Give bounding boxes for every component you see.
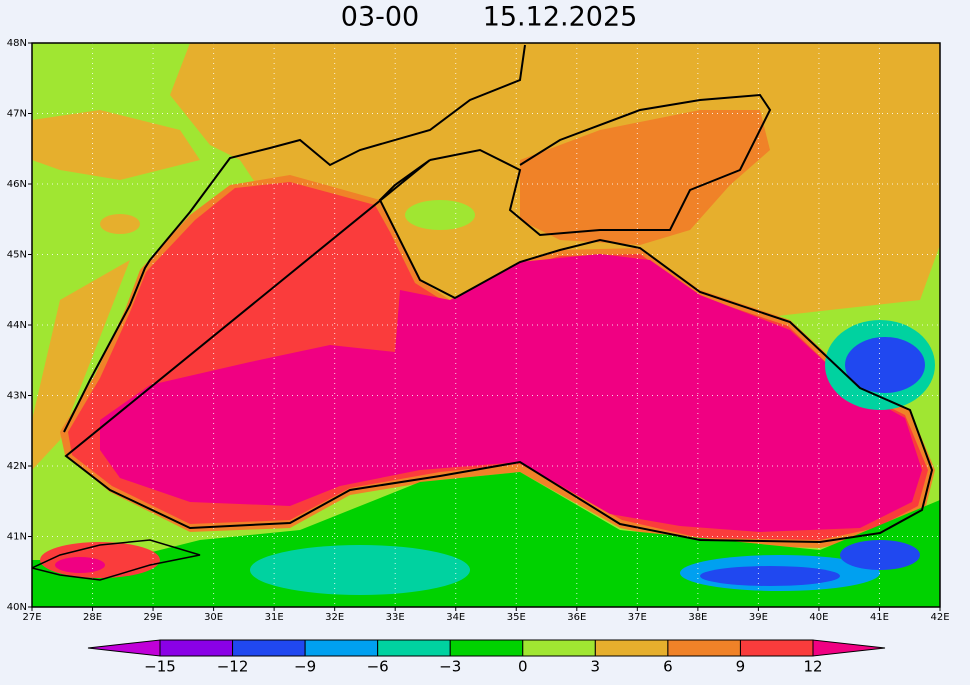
colorbar-box [449,639,524,657]
colorbar-box [522,639,596,657]
lon-label: 37E [628,612,647,623]
field-south-cold [700,566,840,586]
field-warm [32,110,200,180]
colorbar: −15 −12 −9 −6 −3 0 3 6 9 12 [87,639,886,676]
lat-label: 41N [7,532,27,543]
lon-label: 34E [446,612,465,623]
lon-label: 32E [325,612,344,623]
lat-label: 40N [7,602,27,613]
colorbar-label: −15 [144,658,176,676]
lat-label: 46N [7,179,27,190]
lon-label: 33E [386,612,405,623]
colorbar-box [159,639,234,657]
lon-label: 30E [204,612,223,623]
lon-label: 39E [749,612,768,623]
colorbar-box [667,639,741,657]
colorbar-box [232,639,306,657]
lon-label: 31E [265,612,284,623]
colorbar-label: −12 [217,658,249,676]
lat-label: 44N [7,320,27,331]
lat-label: 48N [7,38,27,49]
field-east-cold [845,337,925,393]
field-sea-warm [100,254,922,532]
colorbar-label: 0 [518,658,528,676]
map-field [32,43,940,607]
field-cool [405,200,475,230]
colorbar-label: 6 [663,658,673,676]
lon-label: 36E [567,612,586,623]
colorbar-label: −6 [367,658,389,676]
field-marmara [40,542,160,578]
field-south-cool [250,545,470,595]
field-warm [32,260,130,470]
field-marmara [55,557,105,573]
colorbar-label: 9 [736,658,746,676]
lat-label: 42N [7,461,27,472]
colorbar-label: −9 [294,658,316,676]
colorbar-box [594,639,669,657]
lon-label: 35E [507,612,526,623]
colorbar-label: 3 [591,658,601,676]
title-date: 15.12.2025 [483,2,638,33]
lon-label: 27E [22,612,41,623]
lon-label: 41E [870,612,889,623]
colorbar-label: −3 [439,658,461,676]
colorbar-label: 12 [803,658,822,676]
lon-label: 40E [809,612,828,623]
axes: 27E 28E 29E 30E 31E 32E 33E 34E 35E 36E 37E 38E 39E 4… [7,38,950,623]
field-south-cold [840,540,920,570]
coastline [63,44,934,544]
colorbar-box [304,639,379,657]
lon-label: 28E [83,612,102,623]
colorbar-box [377,639,451,657]
lon-label: 42E [930,612,949,623]
colorbar-box [739,639,814,657]
title-time: 03-00 [341,2,419,33]
coastline [32,539,201,581]
lat-label: 47N [7,109,27,120]
grid [32,43,940,607]
colorbar-arrow [812,639,886,657]
field-warm [100,214,140,234]
lon-label: 29E [144,612,163,623]
lon-label: 38E [688,612,707,623]
lat-label: 45N [7,250,27,261]
field-azov [520,110,770,245]
lat-label: 43N [7,391,27,402]
